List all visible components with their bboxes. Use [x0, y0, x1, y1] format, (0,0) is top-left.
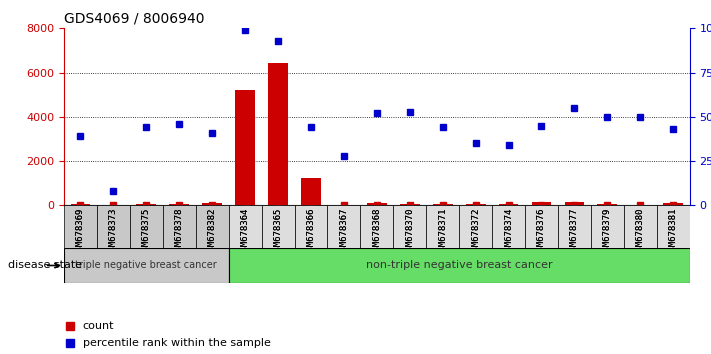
FancyBboxPatch shape — [163, 205, 196, 248]
Bar — [663, 203, 683, 205]
Text: GSM678373: GSM678373 — [109, 207, 118, 256]
Text: GSM678374: GSM678374 — [504, 207, 513, 256]
Text: non-triple negative breast cancer: non-triple negative breast cancer — [366, 261, 552, 270]
Bar — [433, 204, 453, 205]
Bar — [466, 204, 486, 205]
Bar — [597, 204, 617, 205]
Text: GSM678371: GSM678371 — [438, 207, 447, 256]
FancyBboxPatch shape — [229, 205, 262, 248]
FancyBboxPatch shape — [657, 205, 690, 248]
Text: GSM678368: GSM678368 — [373, 207, 381, 256]
Text: GSM678365: GSM678365 — [274, 207, 282, 256]
Text: GSM678366: GSM678366 — [306, 207, 316, 256]
Bar — [235, 90, 255, 205]
Bar — [532, 202, 551, 205]
FancyBboxPatch shape — [64, 248, 229, 283]
FancyBboxPatch shape — [328, 205, 360, 248]
Text: GSM678366: GSM678366 — [306, 207, 316, 256]
FancyBboxPatch shape — [360, 205, 393, 248]
Text: GSM678380: GSM678380 — [636, 207, 645, 256]
FancyBboxPatch shape — [294, 205, 328, 248]
FancyBboxPatch shape — [196, 205, 229, 248]
FancyBboxPatch shape — [525, 205, 558, 248]
Text: GSM678367: GSM678367 — [339, 207, 348, 256]
Text: GSM678370: GSM678370 — [405, 207, 415, 256]
FancyBboxPatch shape — [624, 205, 657, 248]
Text: disease state: disease state — [8, 261, 82, 270]
Text: GSM678378: GSM678378 — [175, 207, 183, 256]
FancyBboxPatch shape — [64, 205, 97, 248]
Text: GSM678364: GSM678364 — [240, 207, 250, 256]
Text: GSM678376: GSM678376 — [537, 207, 546, 256]
Bar — [268, 63, 288, 205]
Text: percentile rank within the sample: percentile rank within the sample — [82, 338, 271, 348]
Text: GSM678382: GSM678382 — [208, 207, 217, 256]
Text: GSM678369: GSM678369 — [76, 207, 85, 256]
Bar — [400, 204, 419, 205]
Text: GSM678382: GSM678382 — [208, 207, 217, 256]
Text: GSM678369: GSM678369 — [76, 207, 85, 256]
FancyBboxPatch shape — [492, 205, 525, 248]
Bar — [565, 202, 584, 205]
Bar — [301, 178, 321, 205]
Text: GSM678375: GSM678375 — [141, 207, 151, 256]
Bar — [169, 204, 189, 205]
Text: GSM678377: GSM678377 — [570, 207, 579, 256]
Text: GSM678375: GSM678375 — [141, 207, 151, 256]
Text: GSM678373: GSM678373 — [109, 207, 118, 256]
Text: GSM678364: GSM678364 — [240, 207, 250, 256]
Bar — [70, 204, 90, 205]
Text: GDS4069 / 8006940: GDS4069 / 8006940 — [64, 12, 205, 26]
Text: GSM678376: GSM678376 — [537, 207, 546, 256]
Text: GSM678379: GSM678379 — [603, 207, 612, 256]
Text: GSM678367: GSM678367 — [339, 207, 348, 256]
Bar — [498, 204, 518, 205]
Text: GSM678380: GSM678380 — [636, 207, 645, 256]
FancyBboxPatch shape — [558, 205, 591, 248]
Text: GSM678381: GSM678381 — [669, 207, 678, 256]
FancyBboxPatch shape — [459, 205, 492, 248]
Bar — [203, 203, 222, 205]
Text: triple negative breast cancer: triple negative breast cancer — [75, 261, 217, 270]
Text: GSM678377: GSM678377 — [570, 207, 579, 256]
FancyBboxPatch shape — [393, 205, 426, 248]
Text: GSM678379: GSM678379 — [603, 207, 612, 256]
FancyBboxPatch shape — [591, 205, 624, 248]
Text: GSM678378: GSM678378 — [175, 207, 183, 256]
FancyBboxPatch shape — [262, 205, 294, 248]
Text: GSM678365: GSM678365 — [274, 207, 282, 256]
FancyBboxPatch shape — [426, 205, 459, 248]
Text: GSM678368: GSM678368 — [373, 207, 381, 256]
FancyBboxPatch shape — [97, 205, 130, 248]
Bar — [137, 204, 156, 205]
Text: GSM678372: GSM678372 — [471, 207, 480, 256]
Text: GSM678374: GSM678374 — [504, 207, 513, 256]
Text: GSM678371: GSM678371 — [438, 207, 447, 256]
FancyBboxPatch shape — [229, 248, 690, 283]
Text: GSM678381: GSM678381 — [669, 207, 678, 256]
Bar — [367, 203, 387, 205]
FancyBboxPatch shape — [130, 205, 163, 248]
Text: GSM678370: GSM678370 — [405, 207, 415, 256]
Text: count: count — [82, 321, 114, 331]
Text: GSM678372: GSM678372 — [471, 207, 480, 256]
